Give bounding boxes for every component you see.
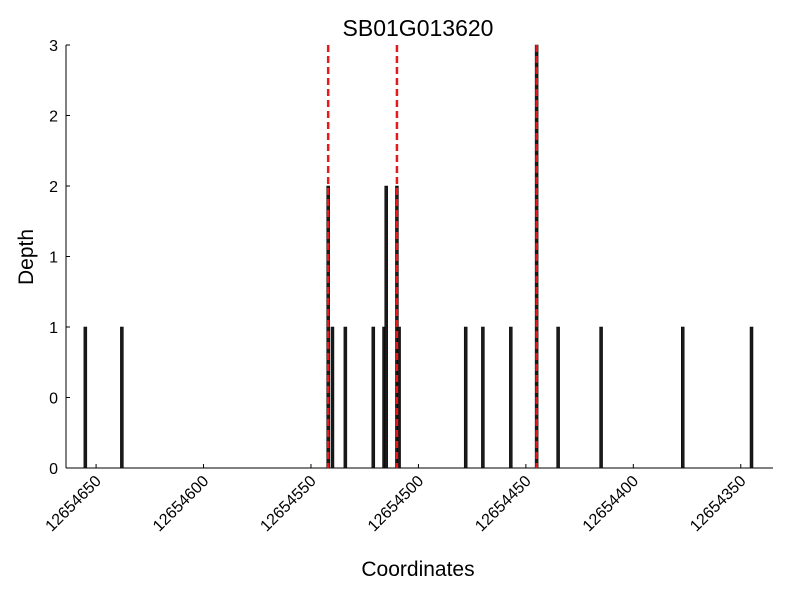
chart-title: SB01G013620 [343,15,494,41]
x-tick-label: 12654350 [687,473,749,535]
y-tick-label: 3 [49,38,58,55]
bar [481,326,485,469]
x-tick-label: 12654650 [43,473,105,535]
x-tick-label: 12654500 [365,473,427,535]
bar [371,326,376,469]
y-tick-label: 2 [49,109,58,126]
y-tick-label: 0 [49,391,58,408]
bar [509,326,513,469]
bar [384,185,388,469]
y-tick-label: 1 [49,250,58,267]
y-tick-label: 2 [49,179,58,196]
bar [556,326,560,469]
x-tick-label: 12654600 [150,473,212,535]
y-tick-label: 1 [49,320,58,337]
bar [83,326,88,469]
x-tick-label: 12654550 [257,473,319,535]
bar [680,326,685,469]
y-tick-label: 0 [49,461,58,478]
bar [749,326,754,469]
bar [120,326,124,469]
bar [599,326,603,469]
y-axis-label: Depth [15,229,38,285]
x-axis-label: Coordinates [361,558,474,581]
bar [330,326,335,469]
x-tick-label: 12654450 [472,473,534,535]
x-tick-label: 12654400 [580,473,642,535]
bar [463,326,468,469]
bar [343,326,348,469]
